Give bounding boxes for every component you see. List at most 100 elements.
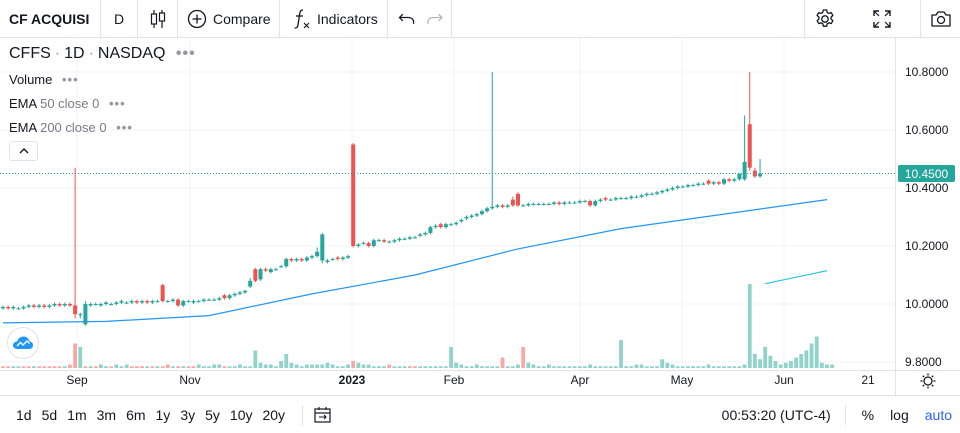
undo-redo-group <box>388 0 452 38</box>
candle-body <box>93 304 98 305</box>
candle <box>145 299 150 304</box>
percent-scale-toggle[interactable]: % <box>861 407 875 423</box>
volume-more-icon[interactable]: ••• <box>62 72 79 87</box>
redo-icon[interactable] <box>426 12 444 26</box>
volume-bar <box>11 366 16 368</box>
candle-body <box>582 201 587 203</box>
candle-body <box>16 308 21 310</box>
volume-bar <box>248 366 253 368</box>
compare-button[interactable]: Compare <box>178 0 280 38</box>
collapse-legend-button[interactable] <box>9 141 38 161</box>
candle-body <box>433 225 438 228</box>
candle-body <box>691 185 696 187</box>
candle <box>248 277 253 289</box>
volume-bar <box>634 364 639 368</box>
candle <box>207 298 211 302</box>
candle <box>562 201 567 206</box>
candle-body <box>598 199 603 202</box>
candle <box>598 198 603 203</box>
candle <box>227 293 232 300</box>
volume-bar <box>804 350 809 368</box>
range-5y-button[interactable]: 5y <box>205 406 220 423</box>
candle-body <box>57 304 62 306</box>
ema200-legend[interactable]: EMA 200 close 0 ••• <box>9 120 133 135</box>
range-20y-button[interactable]: 20y <box>262 406 286 423</box>
calendar-range-icon[interactable] <box>313 406 333 424</box>
axis-settings-icon[interactable] <box>920 373 936 389</box>
symbol-search-button[interactable]: CF ACQUISI <box>0 0 101 38</box>
candle-body <box>222 295 227 299</box>
volume-bar <box>423 366 428 368</box>
volume-bar <box>150 366 155 368</box>
candle <box>361 241 366 245</box>
screenshot-button[interactable] <box>920 0 960 38</box>
price-tick-label: 10.8000 <box>905 65 949 79</box>
candle-body <box>361 243 366 245</box>
range-1d-button[interactable]: 1d <box>16 406 32 423</box>
candle <box>109 302 114 306</box>
ema50-more-icon[interactable]: ••• <box>108 96 126 111</box>
undo-icon[interactable] <box>398 12 416 26</box>
candle <box>438 222 443 229</box>
candle-body <box>145 301 150 303</box>
volume-bar <box>346 364 350 368</box>
tradingview-logo[interactable] <box>7 327 39 359</box>
range-3y-button[interactable]: 3y <box>180 406 196 423</box>
range-6m-button[interactable]: 6m <box>126 406 146 423</box>
candle <box>711 180 716 186</box>
candle-body <box>109 304 114 305</box>
candle <box>315 247 320 258</box>
log-scale-toggle[interactable]: log <box>890 407 909 423</box>
candle-body <box>536 203 541 205</box>
candle-body <box>546 203 551 205</box>
range-5d-button[interactable]: 5d <box>41 406 58 423</box>
candle <box>649 192 654 196</box>
auto-scale-toggle[interactable]: auto <box>924 407 952 423</box>
range-10y-button[interactable]: 10y <box>229 406 253 423</box>
candle <box>253 267 258 283</box>
volume-bar <box>449 347 453 368</box>
legend-more-icon[interactable]: ••• <box>175 45 196 62</box>
volume-bar <box>433 366 438 368</box>
main-series-legend[interactable]: CFFS · 1D · NASDAQ ••• <box>9 45 196 62</box>
candle <box>665 188 670 193</box>
indicators-button[interactable]: Indicators <box>280 0 388 38</box>
price-tick-label: 10.0000 <box>905 297 949 311</box>
volume-bar <box>562 366 567 368</box>
candle-body <box>88 304 93 306</box>
range-1m-button[interactable]: 1m <box>67 406 87 423</box>
candle <box>423 231 428 236</box>
volume-bar <box>629 366 634 368</box>
candle-body <box>428 227 433 233</box>
candle-body <box>402 238 407 240</box>
volume-bar <box>274 366 278 368</box>
volume-legend[interactable]: Volume ••• <box>9 72 79 87</box>
volume-bar <box>469 366 474 368</box>
price-tick-label: 9.8000 <box>905 355 942 369</box>
candle-body <box>747 124 752 168</box>
ema200-more-icon[interactable]: ••• <box>116 120 133 135</box>
volume-bar <box>26 366 31 368</box>
volume-bar <box>402 366 407 368</box>
time-tick-label: 2023 <box>339 373 366 387</box>
candle <box>366 241 371 248</box>
candle <box>88 302 93 307</box>
interval-button[interactable]: D <box>101 0 138 38</box>
candle-body <box>304 257 309 261</box>
clock-timezone[interactable]: 00:53:20 (UTC-4) <box>708 405 846 425</box>
settings-button[interactable] <box>804 0 844 38</box>
range-3m-button[interactable]: 3m <box>96 406 117 423</box>
volume-bar <box>176 366 180 368</box>
ema50-legend[interactable]: EMA 50 close 0 ••• <box>9 96 126 111</box>
candle <box>263 267 268 273</box>
volume-bar <box>819 362 824 368</box>
volume-bar <box>474 364 479 368</box>
range-1y-button[interactable]: 1y <box>155 406 171 423</box>
candle-body <box>387 241 392 243</box>
candle-body <box>634 196 639 198</box>
candle-body <box>737 173 742 180</box>
fullscreen-button[interactable] <box>844 0 920 38</box>
price-chart[interactable]: 10.8000 10.6000 10.4000 10.2000 10.0000 9.800… <box>0 38 960 395</box>
candle <box>685 183 690 188</box>
chart-type-button[interactable] <box>138 0 178 38</box>
